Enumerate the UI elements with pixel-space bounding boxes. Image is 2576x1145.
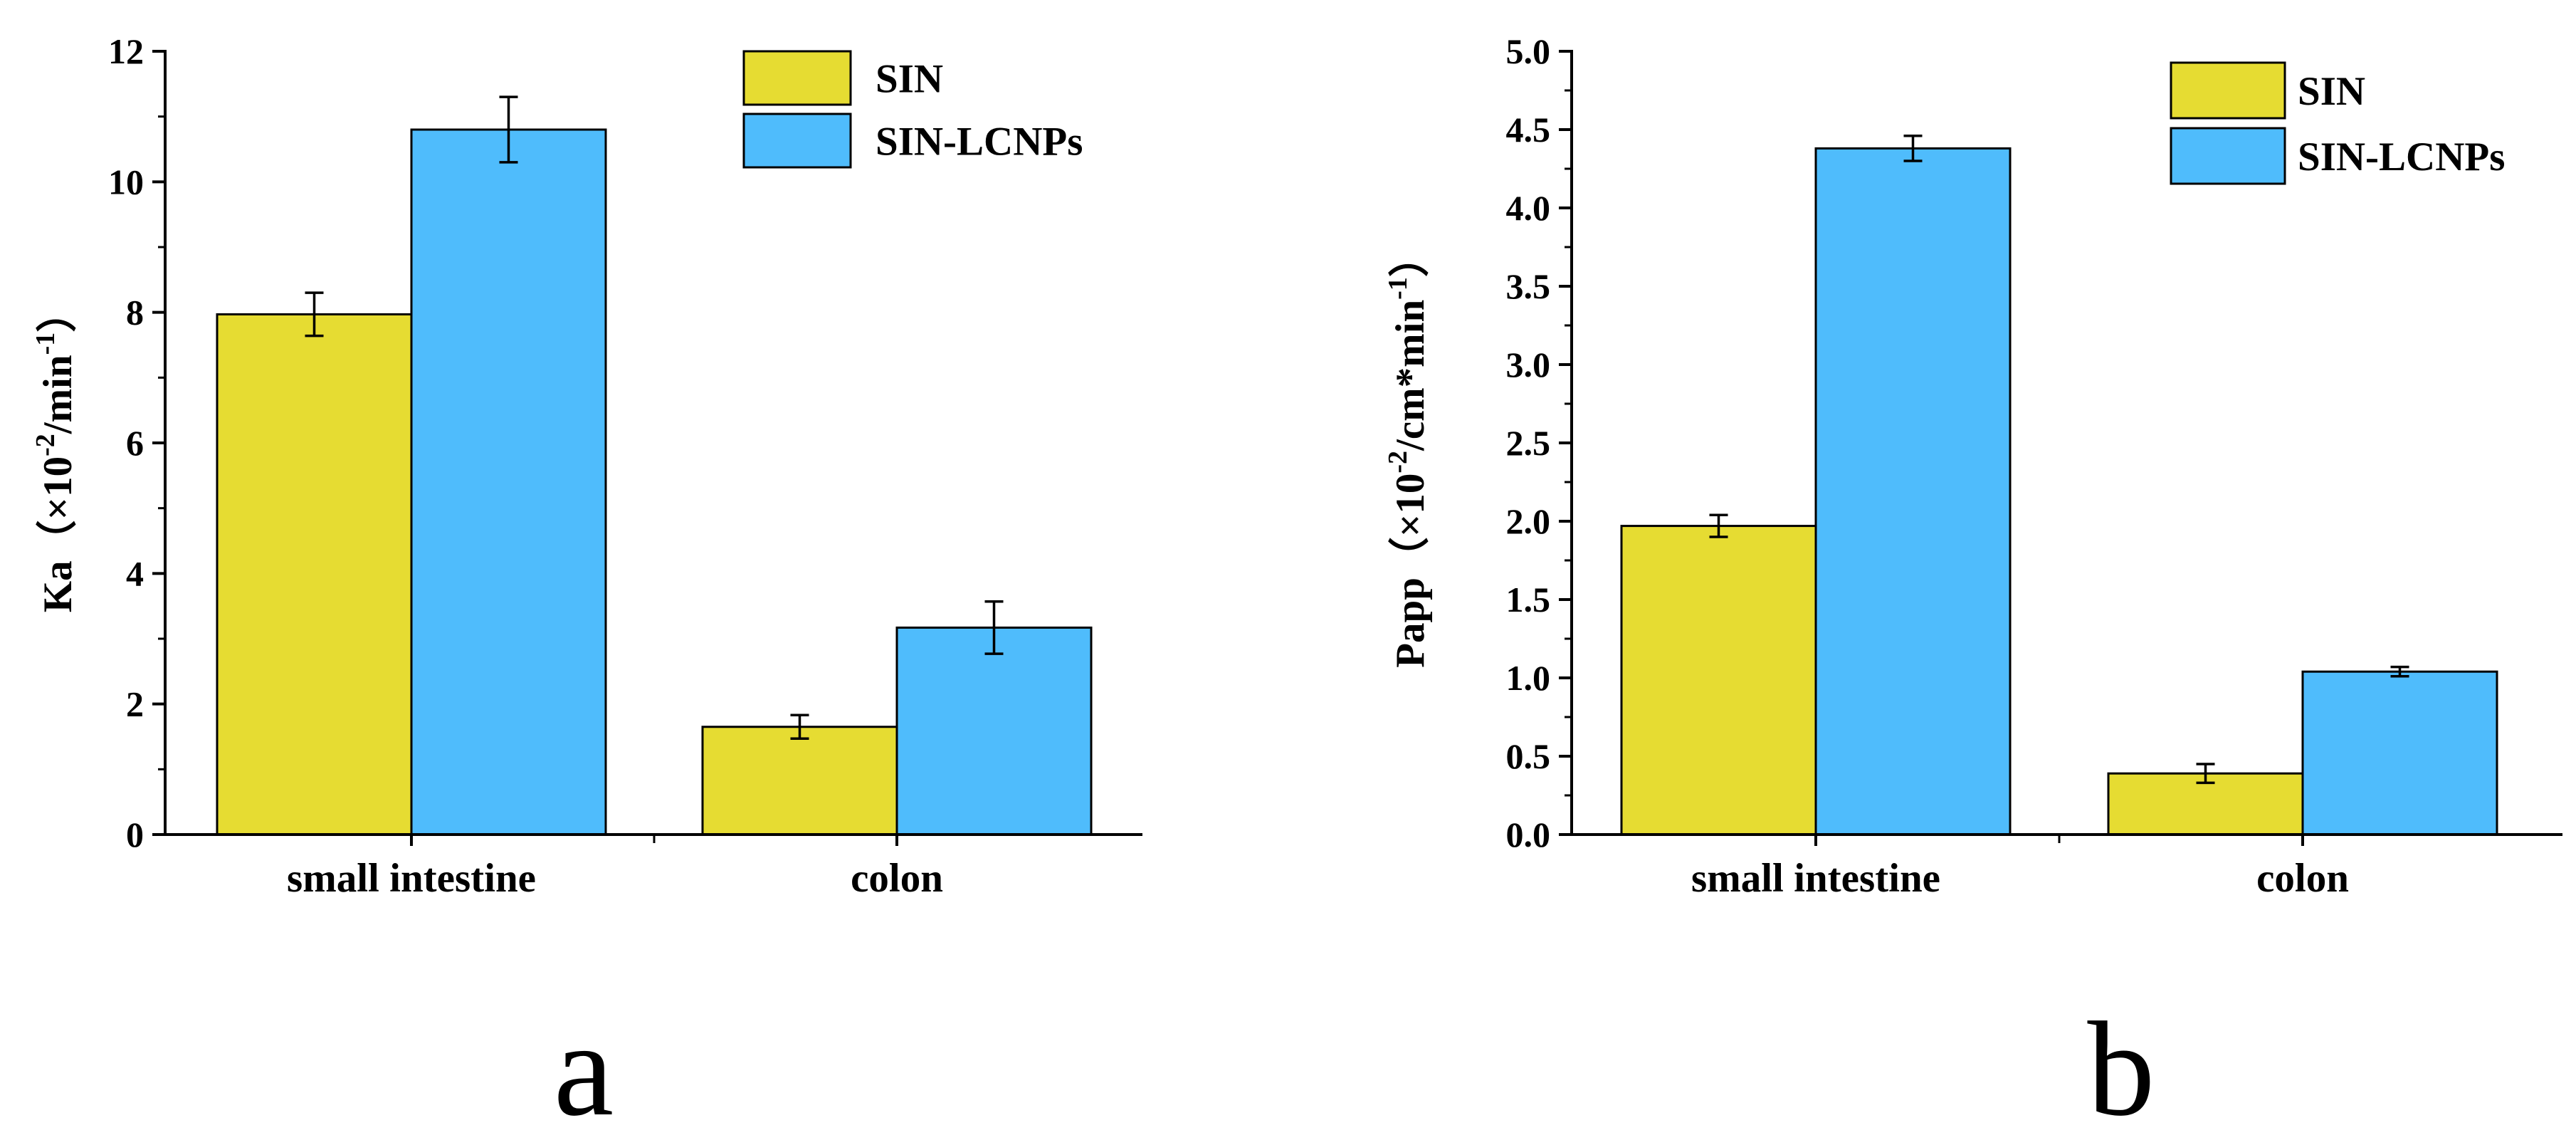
legend-label: SIN — [2298, 69, 2365, 114]
y-tick-label: 6 — [126, 423, 144, 463]
y-tick-label: 4.5 — [1506, 110, 1551, 150]
y-axis-title-b: Papp（×10-2/cm*min-1） — [1383, 236, 1433, 668]
bar-sin-colon — [701, 726, 898, 836]
y-tick-label: 0.0 — [1506, 815, 1551, 854]
legend-label: SIN-LCNPs — [876, 120, 1083, 164]
y-tick-label: 3.5 — [1506, 266, 1551, 306]
bar-sin-lcnps-small-intestine — [1814, 147, 2012, 836]
y-tick-label: 2.0 — [1506, 501, 1551, 541]
y-tick-label: 0 — [126, 815, 144, 854]
y-tick-label: 2 — [126, 684, 144, 724]
y-tick-label: 2.5 — [1506, 423, 1551, 463]
legend-swatch-sin-lcnps — [742, 113, 852, 169]
bar-sin-lcnps-colon — [895, 626, 1093, 836]
x-category-label: small intestine — [287, 856, 536, 901]
y-tick-label: 4.0 — [1506, 188, 1551, 228]
y-tick-label: 1.5 — [1506, 580, 1551, 619]
y-tick-label: 10 — [108, 162, 144, 202]
legend-swatch-sin — [742, 50, 852, 106]
y-tick-label: 1.0 — [1506, 658, 1551, 698]
legend-label: SIN-LCNPs — [2298, 135, 2505, 179]
y-axis-title-a: Ka（×10-2/min-1） — [31, 292, 80, 613]
legend-swatch-sin-lcnps — [2170, 127, 2286, 185]
panel-label-a: a — [554, 995, 614, 1144]
y-tick-label: 12 — [108, 31, 144, 71]
y-tick-label: 5.0 — [1506, 31, 1551, 71]
panel-a: 0 2 4 6 8 10 12 small intestine colon SIN SIN-LCNP… — [31, 31, 1142, 1144]
x-category-label: colon — [851, 856, 943, 901]
bar-sin-small-intestine — [1620, 525, 1817, 836]
panel-b: 0.0 0.5 1.0 1.5 2.0 2.5 3.0 3.5 4.0 4.5 5.0 small i… — [1383, 31, 2562, 1144]
panel-label-b: b — [2088, 995, 2155, 1144]
plot-area-b: 0.0 0.5 1.0 1.5 2.0 2.5 3.0 3.5 4.0 4.5 5.0 small i… — [1506, 31, 2562, 901]
y-tick-label: 0.5 — [1506, 736, 1551, 776]
x-category-label: small intestine — [1691, 856, 1940, 901]
bar-sin-lcnps-small-intestine — [410, 128, 607, 836]
y-tick-label: 8 — [126, 293, 144, 333]
y-tick-label: 3.0 — [1506, 345, 1551, 385]
y-tick-label: 4 — [126, 553, 144, 593]
x-category-label: colon — [2256, 856, 2349, 901]
legend-label: SIN — [876, 57, 943, 102]
plot-area-a: 0 2 4 6 8 10 12 small intestine colon SIN SIN-LCNP… — [108, 31, 1142, 901]
legend-swatch-sin — [2170, 61, 2286, 120]
bar-sin-small-intestine — [216, 313, 413, 836]
bar-sin-lcnps-colon — [2301, 670, 2498, 836]
